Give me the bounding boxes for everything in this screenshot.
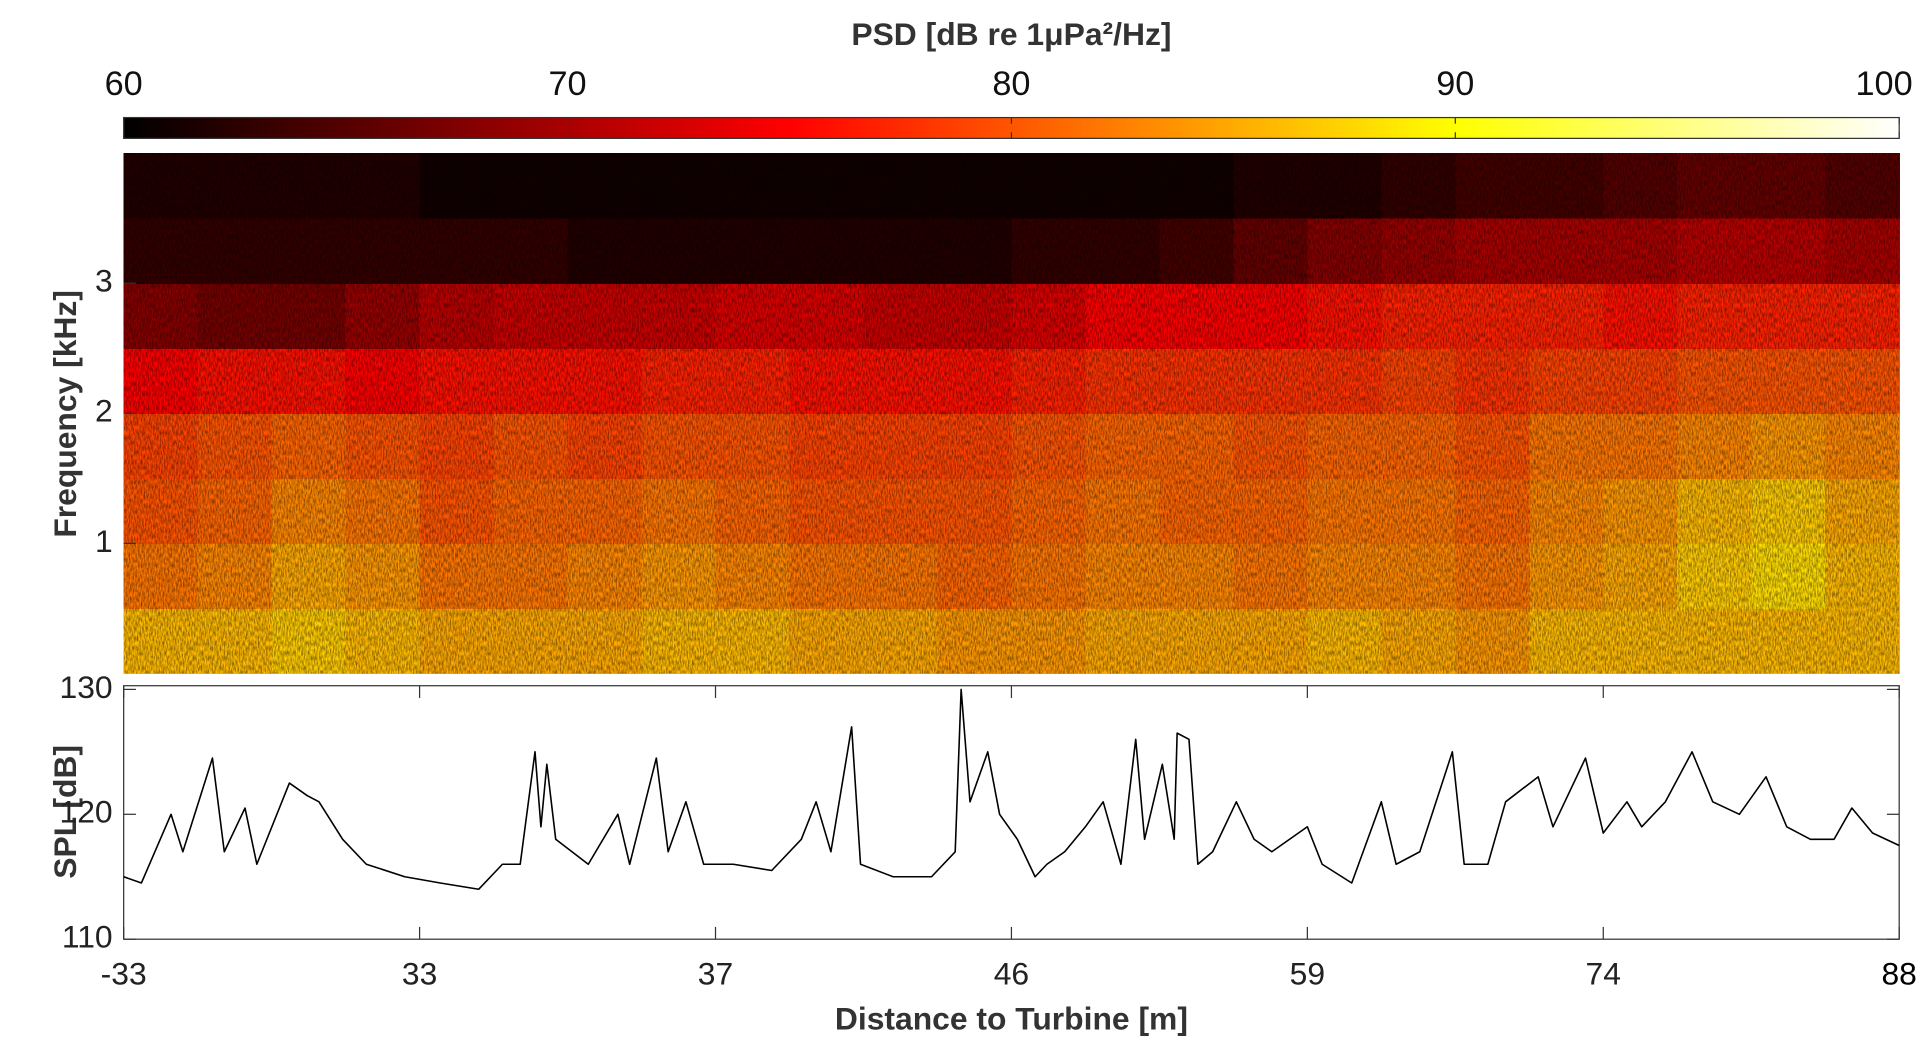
colorbar-tick-label: 100 (1855, 65, 1912, 103)
colorbar-title: PSD [dB re 1μPa²/Hz] (851, 16, 1171, 52)
colorbar-tick-label: 90 (1436, 65, 1474, 103)
spl-line (123, 688, 1900, 891)
y-tick-label: 2 (95, 393, 113, 429)
x-tick-label: 59 (1290, 955, 1325, 991)
x-tick-label: 74 (1586, 955, 1621, 991)
x-tick-label: -33 (101, 955, 147, 991)
noise-texture (123, 153, 1900, 674)
colorbar-tick-label: 80 (992, 65, 1030, 103)
x-tick-label: 37 (698, 955, 733, 991)
x-axis-label: Distance to Turbine [m] (835, 1001, 1188, 1037)
y-tick-label: 110 (62, 919, 113, 955)
colorbar-tick-label: 70 (548, 65, 586, 103)
y-tick-label: 1 (95, 523, 113, 559)
y-axis-label: Frequency [kHz] (47, 290, 83, 538)
y-tick-label: 3 (95, 263, 113, 299)
x-tick-label: 46 (994, 955, 1029, 991)
y-tick-label: 120 (60, 794, 113, 830)
x-tick-label: 88 (1881, 955, 1916, 991)
plot-area (123, 685, 1900, 940)
y-axis-label: SPL [dB] (47, 745, 83, 879)
colorbar-tick-label: 60 (105, 65, 143, 103)
x-tick-label: 33 (402, 955, 437, 991)
y-tick-label: 130 (60, 669, 113, 705)
